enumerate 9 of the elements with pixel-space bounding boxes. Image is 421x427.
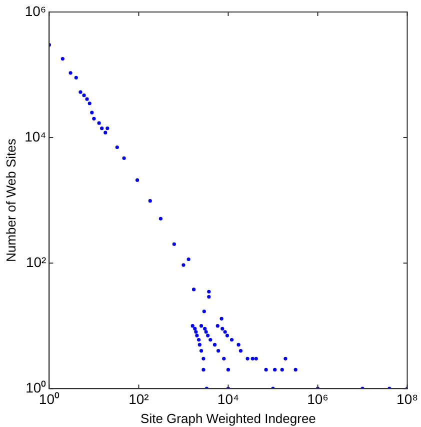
y-tick-label: 10⁶ [24,2,46,19]
y-tick-label: 10⁴ [24,128,46,144]
x-tick-label: 10² [128,390,150,407]
y-axis-title: Number of Web Sites [3,138,18,262]
x-tick-label: 10⁸ [396,390,418,407]
y-tick-label: 10² [26,254,47,270]
x-axis-title: Site Graph Weighted Indegree [140,410,316,426]
x-tick-label: 10⁴ [217,390,240,407]
x-tick-label: 10⁶ [307,390,328,407]
